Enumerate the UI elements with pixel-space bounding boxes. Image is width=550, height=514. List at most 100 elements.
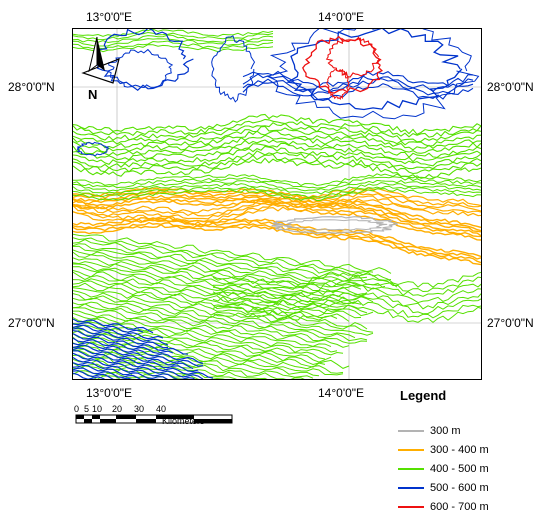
contour-400-500 xyxy=(212,280,481,297)
contour-500-600 xyxy=(106,48,174,89)
dune-contour xyxy=(73,336,344,374)
dune-contour xyxy=(73,307,368,344)
north-arrow-label: N xyxy=(88,87,97,102)
dune-contour xyxy=(73,238,392,281)
contour-400-500 xyxy=(73,29,274,37)
dune-contour-high xyxy=(73,330,169,349)
dune-contour-high xyxy=(73,344,204,367)
contour-400-500 xyxy=(73,118,481,138)
contour-400-500 xyxy=(73,38,274,47)
contour-400-500 xyxy=(73,182,481,195)
contour-400-500 xyxy=(73,176,481,189)
dune-contour xyxy=(73,324,326,360)
contour-400-500 xyxy=(213,274,481,293)
dune-contour xyxy=(73,312,332,348)
dune-contour xyxy=(73,249,386,290)
legend-item: 400 - 500 m xyxy=(398,462,489,476)
dune-contour-high xyxy=(73,367,159,379)
scale-tick-0: 0 xyxy=(74,404,80,414)
dune-contour xyxy=(73,282,350,322)
right-tick-27n: 27°0'0"N xyxy=(487,316,534,330)
bottom-tick-14e: 14°0'0"E xyxy=(318,386,365,400)
contour-400-500 xyxy=(73,31,274,41)
dune-contour xyxy=(73,362,225,379)
contour-600-700 xyxy=(326,68,350,100)
dune-contour-high xyxy=(73,341,204,365)
dune-contour xyxy=(73,257,368,297)
contour-400-500 xyxy=(73,157,481,179)
dune-contour xyxy=(73,266,356,305)
legend-swatch xyxy=(398,430,424,433)
contour-500-600 xyxy=(286,29,463,111)
contour-400-500 xyxy=(73,173,481,187)
legend-swatch xyxy=(398,506,424,509)
scale-tick-40: 40 xyxy=(156,404,167,414)
dune-contour-high xyxy=(73,350,199,373)
contour-300-400 xyxy=(73,197,481,238)
legend-item: 500 - 600 m xyxy=(398,481,489,495)
contour-400-500 xyxy=(73,113,481,135)
contour-300-400 xyxy=(73,189,481,232)
legend-item: 300 - 400 m xyxy=(398,443,489,457)
dune-contour-high xyxy=(73,356,204,379)
contour-400-500 xyxy=(73,179,481,192)
contour-500-600 xyxy=(242,73,474,93)
contour-400-500 xyxy=(73,44,274,53)
contour-300 xyxy=(271,215,399,235)
dune-contour xyxy=(73,358,237,379)
dune-contour xyxy=(73,280,362,319)
contour-400-500 xyxy=(73,40,274,50)
contour-300 xyxy=(283,219,388,231)
contour-400-500 xyxy=(73,139,481,159)
contour-600-700 xyxy=(302,35,384,94)
dune-contour-high xyxy=(73,318,154,334)
contour-400-500 xyxy=(73,122,481,143)
dune-contour-high xyxy=(73,327,169,346)
dune-contour-high xyxy=(73,347,194,370)
dune-contour xyxy=(73,261,368,297)
contour-300-400 xyxy=(73,223,481,266)
bottom-tick-13e: 13°0'0"E xyxy=(86,386,133,400)
legend-label: 300 - 400 m xyxy=(430,444,489,456)
contour-400-500 xyxy=(212,304,481,324)
dune-contour xyxy=(73,370,154,379)
legend-swatch xyxy=(398,449,424,452)
scale-bar xyxy=(75,414,233,424)
legend-swatch xyxy=(398,487,424,490)
dune-contour xyxy=(73,328,332,363)
contour-400-500 xyxy=(212,284,481,304)
contour-400-500 xyxy=(73,145,481,167)
dune-contour-high xyxy=(73,333,189,355)
scale-tick-20: 20 xyxy=(112,404,123,414)
contour-400-500 xyxy=(212,271,481,288)
contour-300-400 xyxy=(73,192,481,220)
contour-400-500 xyxy=(212,299,481,319)
contour-300-400 xyxy=(73,198,481,227)
contour-300-400 xyxy=(73,195,481,224)
dune-contour xyxy=(73,243,368,281)
dune-contour xyxy=(73,293,374,333)
dune-contour xyxy=(73,330,350,369)
dune-contour xyxy=(73,271,368,314)
contour-500-600 xyxy=(211,35,256,103)
dune-contour-high xyxy=(73,337,174,354)
dune-contour-high xyxy=(73,321,144,333)
legend-label: 400 - 500 m xyxy=(430,463,489,475)
dune-contour xyxy=(73,290,368,330)
legend-title: Legend xyxy=(400,388,447,403)
scale-tick-5: 5 xyxy=(84,404,90,414)
dune-contour-high xyxy=(73,369,133,379)
contour-500-600 xyxy=(242,70,474,88)
left-tick-28n: 28°0'0"N xyxy=(8,80,55,94)
top-tick-13e: 13°0'0"E xyxy=(86,10,133,24)
dune-contour xyxy=(73,348,314,379)
north-arrow-icon: N xyxy=(81,36,120,102)
contour-500-600 xyxy=(266,29,480,120)
dune-contour xyxy=(73,251,362,290)
dune-contour-high xyxy=(73,364,169,379)
legend-item: 600 - 700 m xyxy=(398,500,489,514)
contour-400-500 xyxy=(73,153,481,175)
dune-contour xyxy=(73,317,338,353)
scale-tick-10: 10 xyxy=(92,404,103,414)
contour-lines xyxy=(73,29,481,379)
